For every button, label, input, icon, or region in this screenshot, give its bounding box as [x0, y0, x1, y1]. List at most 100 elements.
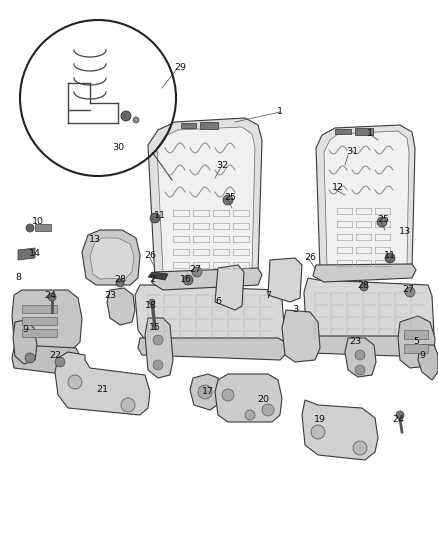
Polygon shape [12, 290, 82, 350]
Circle shape [68, 375, 82, 389]
Polygon shape [138, 338, 288, 360]
Circle shape [355, 350, 365, 360]
Circle shape [223, 195, 233, 205]
Text: 28: 28 [114, 276, 126, 285]
Text: 3: 3 [292, 305, 298, 314]
Polygon shape [398, 316, 435, 368]
Circle shape [360, 283, 368, 291]
Circle shape [25, 353, 35, 363]
Bar [22, 329, 57, 337]
Bar [181, 123, 196, 128]
Circle shape [116, 279, 124, 287]
Text: 32: 32 [216, 160, 228, 169]
Text: 12: 12 [332, 183, 344, 192]
Circle shape [153, 335, 163, 345]
Polygon shape [418, 345, 438, 380]
Text: 22: 22 [49, 351, 61, 360]
Text: 30: 30 [112, 143, 124, 152]
Bar [22, 305, 57, 313]
Text: 24: 24 [392, 416, 404, 424]
Bar [35, 224, 51, 231]
Polygon shape [282, 310, 320, 362]
Polygon shape [135, 285, 285, 345]
Polygon shape [55, 352, 150, 415]
Text: 23: 23 [104, 290, 116, 300]
Circle shape [198, 385, 212, 399]
Circle shape [396, 411, 404, 419]
Bar [355, 128, 373, 135]
Polygon shape [316, 125, 415, 278]
Circle shape [245, 410, 255, 420]
Polygon shape [107, 288, 135, 325]
Circle shape [262, 404, 274, 416]
Polygon shape [268, 258, 302, 302]
Text: 21: 21 [96, 385, 108, 394]
Text: 31: 31 [346, 148, 358, 157]
Polygon shape [12, 345, 80, 375]
Circle shape [121, 111, 131, 121]
Text: 9: 9 [22, 326, 28, 335]
Polygon shape [190, 374, 222, 410]
Circle shape [133, 117, 139, 123]
Text: 10: 10 [32, 217, 44, 227]
Text: 26: 26 [144, 252, 156, 261]
Text: 27: 27 [189, 265, 201, 274]
Bar [404, 330, 428, 339]
Polygon shape [18, 248, 35, 260]
Circle shape [311, 425, 325, 439]
Circle shape [377, 217, 387, 227]
Text: 11: 11 [384, 251, 396, 260]
Polygon shape [148, 118, 262, 285]
Text: 27: 27 [402, 286, 414, 295]
Text: 23: 23 [349, 337, 361, 346]
Polygon shape [215, 265, 244, 310]
Polygon shape [148, 272, 168, 280]
Polygon shape [302, 400, 378, 460]
Text: 18: 18 [145, 301, 157, 310]
Circle shape [405, 287, 415, 297]
Circle shape [355, 365, 365, 375]
Circle shape [183, 275, 193, 285]
Text: 13: 13 [89, 236, 101, 245]
Text: 20: 20 [257, 395, 269, 405]
Text: 5: 5 [413, 337, 419, 346]
Bar [404, 344, 428, 353]
Circle shape [222, 389, 234, 401]
Polygon shape [215, 374, 282, 422]
Text: 16: 16 [180, 276, 192, 285]
Circle shape [48, 293, 56, 301]
Text: 26: 26 [304, 253, 316, 262]
Polygon shape [313, 264, 416, 282]
Text: 25: 25 [224, 193, 236, 203]
Polygon shape [152, 268, 262, 290]
Text: 17: 17 [202, 387, 214, 397]
Circle shape [149, 299, 155, 305]
Text: 15: 15 [149, 324, 161, 333]
Circle shape [26, 224, 34, 232]
Text: 6: 6 [215, 297, 221, 306]
Text: 8: 8 [15, 273, 21, 282]
Text: 1: 1 [277, 108, 283, 117]
Circle shape [153, 360, 163, 370]
Polygon shape [324, 131, 409, 270]
Text: 2: 2 [149, 276, 155, 285]
Text: 19: 19 [314, 416, 326, 424]
Circle shape [150, 213, 160, 223]
Polygon shape [90, 238, 134, 279]
Text: 29: 29 [174, 63, 186, 72]
Bar [200, 122, 218, 129]
Text: 25: 25 [377, 215, 389, 224]
Bar [335, 129, 351, 134]
Circle shape [385, 253, 395, 263]
Polygon shape [13, 320, 37, 364]
Circle shape [192, 267, 202, 277]
Polygon shape [157, 127, 255, 276]
Polygon shape [82, 230, 140, 285]
Text: 7: 7 [265, 292, 271, 301]
Text: 11: 11 [154, 211, 166, 220]
Polygon shape [304, 278, 434, 342]
Polygon shape [306, 336, 435, 357]
Text: 24: 24 [44, 290, 56, 300]
Text: 1: 1 [367, 128, 373, 138]
Circle shape [121, 398, 135, 412]
